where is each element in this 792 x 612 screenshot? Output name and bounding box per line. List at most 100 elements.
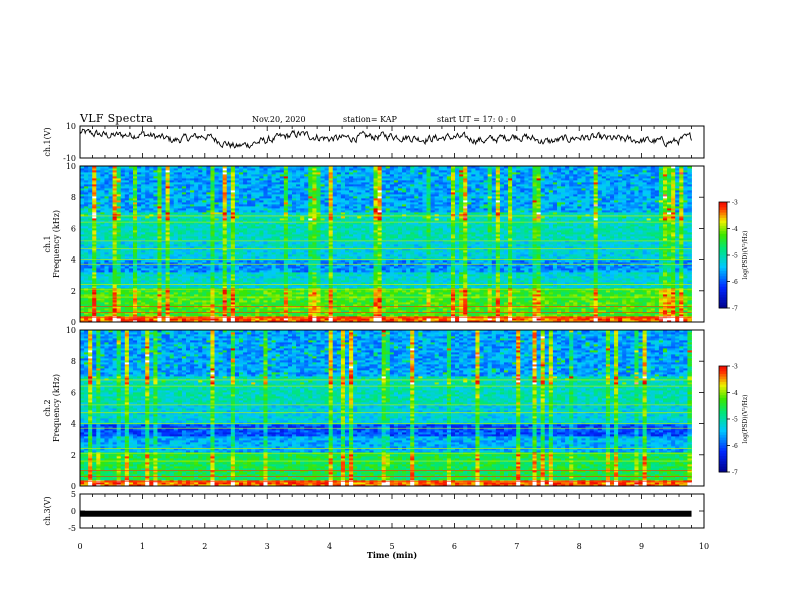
spectrogram-cell	[112, 234, 118, 237]
spectrogram-cell	[210, 226, 215, 229]
spectrogram-cell	[181, 312, 187, 315]
spectrogram-cell	[141, 216, 146, 219]
spectrogram-cell	[251, 194, 256, 197]
spectrogram-cell	[312, 244, 317, 247]
spectrogram-cell	[108, 298, 114, 301]
spectrogram-cell	[259, 184, 264, 187]
spectrogram-cell	[153, 286, 158, 289]
spectrogram-cell	[267, 226, 273, 229]
spectrogram-cell	[308, 232, 313, 235]
spectrogram-cell	[116, 248, 122, 251]
spectrogram-cell	[304, 290, 309, 293]
spectrogram-cell	[186, 236, 191, 239]
spectrogram-cell	[259, 216, 264, 219]
spectrogram-cell	[291, 284, 297, 287]
spectrogram-cell	[137, 306, 142, 309]
spectrogram-cell	[157, 276, 162, 279]
spectrogram-cell	[161, 290, 167, 293]
spectrogram-cell	[80, 272, 85, 275]
spectrogram-cell	[194, 304, 199, 307]
spectrogram-cell	[84, 182, 89, 185]
spectrogram-cell	[226, 224, 232, 227]
spectrogram-cell	[186, 314, 191, 317]
spectrogram-cell	[177, 196, 183, 199]
spectrogram-cell	[251, 314, 256, 317]
spectrogram-cell	[247, 284, 252, 287]
spectrogram-cell	[312, 168, 317, 171]
spectrogram-cell	[133, 180, 138, 183]
spectrogram-cell	[283, 204, 289, 207]
spectrogram-cell	[120, 314, 126, 317]
spectrogram-cell	[275, 298, 281, 301]
spectrogram-cell	[198, 254, 203, 257]
spectrogram-cell	[173, 224, 179, 227]
spectrogram-cell	[222, 224, 228, 227]
spectrogram-cell	[108, 306, 114, 309]
spectrogram-cell	[218, 252, 224, 255]
spectrogram-cell	[157, 286, 162, 289]
spectrogram-cell	[137, 250, 142, 253]
spectrogram-cell	[267, 280, 273, 283]
spectrogram-cell	[210, 318, 215, 321]
spectrogram-cell	[296, 232, 301, 235]
spectrogram-cell	[287, 208, 293, 211]
spectrogram-cell	[190, 194, 195, 197]
spectrogram-cell	[92, 170, 97, 173]
spectrogram-cell	[133, 202, 138, 205]
spectrogram-cell	[247, 282, 252, 285]
spectrogram-cell	[283, 202, 289, 205]
spectrogram-cell	[181, 218, 187, 221]
spectrogram-cell	[312, 196, 317, 199]
spectrogram-cell	[173, 182, 179, 185]
spectrogram-cell	[251, 228, 256, 231]
spectrogram-cell	[88, 248, 93, 251]
spectrogram-cell	[88, 232, 93, 235]
spectrogram-cell	[279, 268, 285, 271]
spectrogram-cell	[173, 248, 179, 251]
spectrogram-cell	[206, 278, 211, 281]
spectrogram-cell	[112, 200, 118, 203]
spectrogram-cell	[80, 166, 85, 169]
spectrogram-cell	[218, 198, 224, 201]
spectrogram-cell	[210, 190, 215, 193]
spectrogram-cell	[157, 252, 162, 255]
spectrogram-cell	[161, 186, 167, 189]
spectrogram-cell	[153, 190, 158, 193]
spectrogram-cell	[222, 318, 228, 321]
spectrogram-cell	[287, 284, 293, 287]
spectrogram-cell	[190, 242, 195, 245]
spectrogram-cell	[120, 242, 126, 245]
spectrogram-cell	[202, 276, 207, 279]
spectrogram-cell	[173, 246, 179, 249]
spectrogram-cell	[181, 304, 187, 307]
spectrogram-cell	[137, 274, 142, 277]
spectrogram-cell	[108, 180, 114, 183]
spectrogram-cell	[287, 192, 293, 195]
spectrogram-cell	[80, 224, 85, 227]
spectrogram-cell	[116, 222, 122, 225]
spectrogram-cell	[287, 252, 293, 255]
spectrogram-cell	[247, 264, 252, 267]
spectrogram-cell	[304, 198, 309, 201]
spectrogram-cell	[96, 188, 101, 191]
spectrogram-cell	[206, 298, 211, 301]
spectrogram-cell	[202, 194, 207, 197]
spectrogram-cell	[210, 244, 215, 247]
spectrogram-cell	[92, 210, 97, 213]
spectrogram-cell	[108, 312, 114, 315]
spectrogram-cell	[169, 302, 175, 305]
spectrogram-cell	[133, 266, 138, 269]
spectrogram-cell	[190, 196, 195, 199]
spectrogram-cell	[181, 276, 187, 279]
spectrogram-cell	[157, 318, 162, 321]
spectrogram-cell	[112, 274, 118, 277]
spectrogram-cell	[186, 188, 191, 191]
spectrogram-cell	[161, 220, 167, 223]
spectrogram-cell	[108, 256, 114, 259]
spectrogram-cell	[96, 290, 101, 293]
spectrogram-cell	[124, 188, 130, 191]
spectrogram-cell	[259, 260, 264, 263]
spectrogram-cell	[157, 198, 162, 201]
spectrogram-cell	[194, 204, 199, 207]
spectrogram-cell	[300, 320, 305, 323]
